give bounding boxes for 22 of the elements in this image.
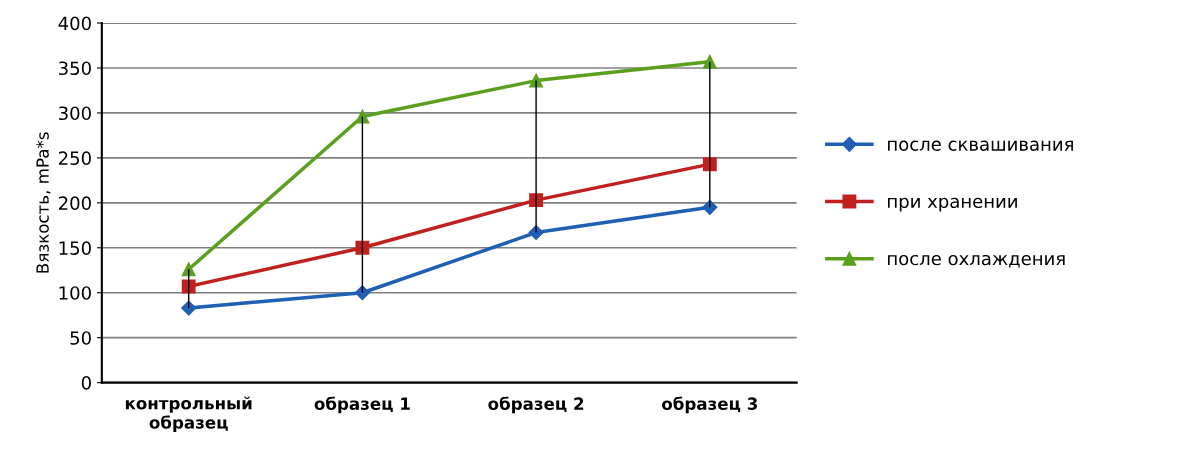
legend-label: после охлаждения [888, 254, 1065, 268]
legend-label: после сквашивания [888, 140, 1073, 151]
y-tick-label: 400 [58, 16, 91, 31]
y-tick-label: 250 [58, 151, 91, 166]
x-tick-label: образец 2 [488, 396, 584, 414]
y-tick-label: 300 [59, 106, 91, 121]
point [355, 240, 370, 255]
y-tick-label: 0 [81, 376, 91, 390]
point [354, 285, 370, 301]
point [181, 279, 196, 294]
y-tick-label: 350 [59, 61, 91, 76]
x-tick-label: контрольный образец [125, 396, 252, 433]
y-tick-label: 100 [59, 286, 91, 300]
y-tick-label: 150 [59, 241, 91, 255]
legend-label: при хранении [888, 197, 1017, 212]
y-tick-label: 200 [58, 196, 91, 210]
point [181, 262, 196, 277]
point [181, 300, 197, 316]
x-tick-label: образец 3 [662, 396, 757, 414]
y-axis-title: Вязкость, mPa*s [36, 132, 51, 273]
x-tick-label: образец 1 [314, 396, 410, 414]
y-tick-label: 50 [70, 331, 91, 345]
